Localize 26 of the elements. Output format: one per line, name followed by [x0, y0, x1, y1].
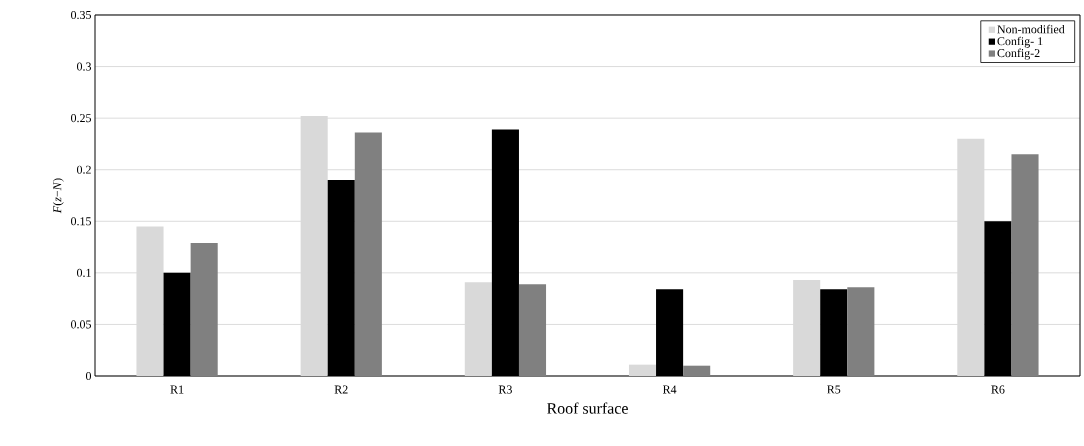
- x-tick-label: R6: [991, 385, 1005, 394]
- x-axis-title: Roof surface: [547, 402, 628, 414]
- legend-label: Non-modified: [997, 24, 1065, 34]
- y-axis-title: F(z−N): [52, 178, 64, 214]
- y-tick-label: 0.35: [71, 10, 92, 20]
- x-tick-label: R3: [498, 385, 512, 394]
- bar: [1011, 154, 1039, 376]
- legend-label: Config- 1: [997, 36, 1043, 48]
- x-tick-label: R4: [662, 385, 677, 394]
- x-tick-label: R1: [170, 385, 184, 394]
- bar: [847, 287, 875, 376]
- bar: [628, 364, 657, 376]
- y-tick-label: 0.1: [76, 268, 91, 277]
- y-tick-label: 0.05: [71, 320, 92, 329]
- x-tick-label: R2: [334, 385, 348, 394]
- y-tick-label: 0.3: [76, 62, 92, 71]
- y-tick-label: 0: [85, 371, 92, 381]
- x-tick-label: R5: [827, 385, 841, 394]
- legend-label: Config-2: [997, 48, 1040, 60]
- y-tick-label: 0.2: [76, 165, 91, 174]
- bar: [190, 242, 218, 376]
- y-tick-label: 0.25: [71, 114, 92, 123]
- bar: [683, 365, 711, 376]
- bar: [354, 132, 382, 376]
- bar: [518, 284, 547, 376]
- y-tick-label: 0.15: [71, 217, 92, 226]
